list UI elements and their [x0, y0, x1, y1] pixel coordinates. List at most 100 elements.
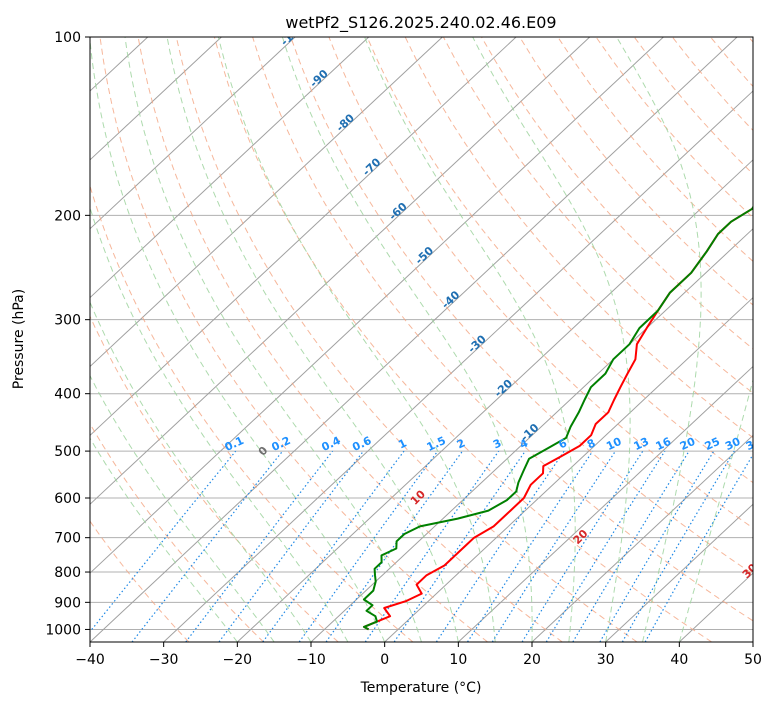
isotherm-label: -90: [307, 67, 331, 90]
moist-adiabat-line: [90, 437, 238, 642]
mixing-ratio-label: 36: [744, 435, 764, 453]
moist-adiabat-line: [616, 37, 702, 642]
isotherm-line: [163, 90, 753, 642]
isotherm-line: [90, 37, 370, 299]
dry-adiabat-line: [90, 520, 190, 642]
x-tick-label: 50: [744, 652, 762, 668]
dry-adiabat-line: [519, 37, 753, 306]
isotherm-line: [90, 37, 517, 437]
x-axis-label: Temperature (°C): [360, 680, 482, 696]
dry-adiabat-line: [710, 37, 753, 88]
plot-frame: [89, 36, 754, 643]
dry-adiabat-line: [90, 422, 264, 642]
isotherm-line: [457, 365, 753, 642]
isotherm-label: -50: [413, 244, 437, 267]
sounding-traces: [362, 205, 753, 631]
isotherm-label: -30: [465, 332, 489, 355]
mixing-ratio-lines: [90, 450, 753, 642]
dry-adiabat-label: 20: [571, 527, 591, 547]
mixing-ratio-label: 16: [654, 435, 674, 453]
mixing-ratio-line: [325, 450, 463, 642]
isotherm-line: [90, 37, 443, 368]
isotherm-line: [752, 641, 753, 642]
y-tick-label: 700: [54, 531, 81, 547]
isotherm-line: [236, 159, 753, 642]
mixing-ratio-line: [521, 450, 644, 642]
mixing-ratio-line: [644, 453, 753, 642]
isotherm-line: [90, 37, 664, 574]
dewpoint-trace: [362, 205, 753, 631]
moist-adiabat-line: [364, 37, 576, 642]
moist-adiabat-line: [217, 37, 496, 642]
mixing-ratio-label: 20: [678, 435, 698, 453]
x-tick-label: 0: [380, 652, 389, 668]
mixing-ratio-line: [491, 450, 616, 642]
mixing-ratio-line: [545, 450, 666, 642]
isotherm-line: [384, 296, 753, 642]
mixing-ratio-line: [466, 450, 594, 642]
y-tick-label: 500: [54, 444, 81, 460]
isotherm-label: -70: [360, 155, 384, 178]
mixing-ratio-line: [364, 450, 500, 642]
isotherms: [90, 37, 753, 642]
y-tick-label: 200: [54, 208, 81, 224]
x-tick-label: 10: [449, 652, 467, 668]
isotherm-label: -60: [386, 200, 410, 223]
x-tick-label: 40: [670, 652, 688, 668]
mixing-ratio-line: [298, 450, 439, 642]
y-tick-label: 900: [54, 595, 81, 611]
isotherm-label: -100: [278, 20, 307, 49]
isotherm-line: [605, 503, 753, 642]
moist-adiabat-line: [90, 301, 312, 642]
plot-area: 0.1 0.2 0.4 0.6 1 1.5 2 3 4 6 8 10 13 16 20 25 30 36-100-…: [90, 20, 764, 642]
y-tick-label: 600: [54, 491, 81, 507]
isotherm-label: -20: [492, 377, 516, 400]
dry-adiabat-line: [290, 37, 753, 575]
moist-adiabat-line: [90, 37, 386, 642]
isotherm-line: [90, 37, 222, 161]
dry-adiabat-label: 10: [408, 487, 428, 507]
pressure-gridlines: [90, 37, 753, 630]
dry-adiabat-line: [328, 37, 753, 529]
dry-adiabat-line: [252, 37, 753, 622]
mixing-ratio-line: [131, 450, 284, 642]
moist-adiabat-line: [281, 37, 533, 642]
mixing-ratio-label: 13: [632, 435, 651, 453]
temperature-trace: [363, 207, 753, 631]
y-axis-ticks: 100 200 300 400 500 600 700 800 900 1000: [45, 30, 90, 638]
moist-adiabat-line: [90, 206, 349, 642]
dry-adiabat-line: [90, 315, 339, 642]
mixing-ratio-line: [599, 450, 715, 642]
mixing-ratio-label: 8: [585, 436, 597, 451]
dry-adiabat-line: [99, 37, 488, 642]
moist-adiabat-line: [124, 37, 422, 642]
y-tick-label: 100: [54, 30, 81, 46]
mixing-ratio-line: [90, 450, 237, 633]
mixing-ratio-line: [572, 450, 690, 642]
isotherm-label: -40: [439, 288, 463, 311]
dry-adiabats: [90, 37, 753, 642]
isotherm-line: [90, 37, 738, 642]
mixing-ratio-line: [218, 450, 364, 642]
x-tick-label: −10: [296, 652, 326, 668]
isotherm-line: [90, 37, 591, 505]
mixing-ratio-line: [621, 450, 735, 642]
dry-adiabat-line: [213, 37, 712, 642]
isotherm-label: -80: [334, 111, 358, 134]
mixing-ratio-line: [185, 450, 334, 642]
x-tick-label: 20: [523, 652, 541, 668]
x-axis-ticks: −40 −30 −20 −10 0 10 20 30 40 50: [75, 642, 762, 668]
mixing-ratio-label: 2: [455, 436, 467, 451]
dry-adiabat-label: 30: [740, 561, 760, 581]
moist-adiabat-line: [166, 37, 459, 642]
dry-adiabat-line: [481, 37, 753, 350]
y-tick-label: 400: [54, 387, 81, 403]
x-tick-label: 30: [597, 652, 615, 668]
mixing-ratio-label: 10: [604, 435, 624, 453]
moist-adiabat-line: [90, 374, 275, 642]
moist-adiabat-line: [678, 378, 753, 642]
x-tick-label: −40: [75, 652, 105, 668]
moist-adiabats: [90, 37, 753, 642]
isotherm-line: [90, 37, 296, 230]
